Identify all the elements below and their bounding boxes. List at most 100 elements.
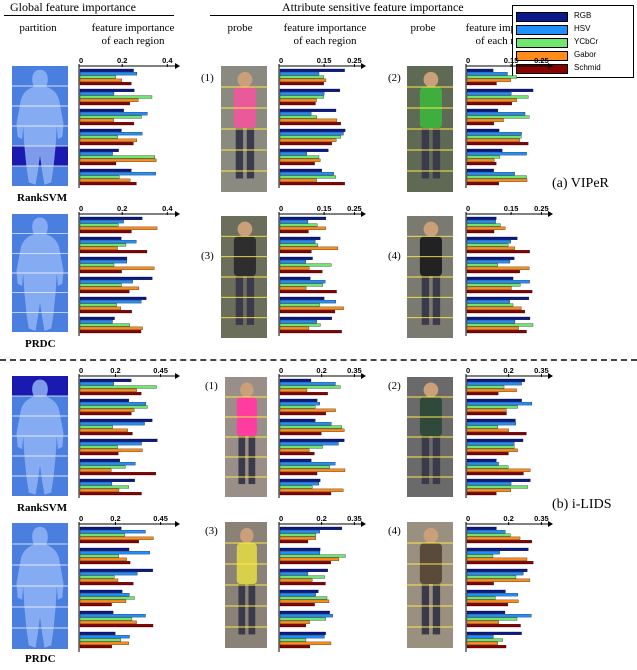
- legend-swatch: [516, 64, 568, 74]
- importance-bar: [79, 412, 132, 416]
- importance-bar: [466, 270, 520, 274]
- importance-bar: [466, 128, 500, 132]
- importance-bar: [466, 320, 516, 324]
- axis-arrow: [175, 211, 180, 217]
- importance-bar: [279, 326, 310, 330]
- importance-bar: [466, 428, 509, 432]
- tick-label: 0: [79, 514, 83, 523]
- importance-bar: [466, 641, 498, 645]
- axis-arrow: [175, 63, 180, 69]
- importance-bar: [79, 551, 150, 555]
- importance-bar: [466, 596, 496, 600]
- importance-bar: [279, 68, 345, 72]
- importance-bar: [466, 256, 515, 260]
- importance-bar: [466, 182, 499, 186]
- importance-bar: [279, 624, 306, 628]
- importance-bar: [466, 290, 533, 294]
- legend-label: Gabor: [574, 50, 597, 59]
- importance-bar: [279, 75, 324, 79]
- importance-bar: [466, 88, 534, 92]
- importance-bar: [279, 530, 320, 534]
- importance-bar: [279, 98, 317, 102]
- tick-label: 0.15: [504, 204, 519, 213]
- importance-bar: [466, 432, 527, 436]
- probe-image-ilids-3: [225, 522, 267, 648]
- importance-bar: [279, 488, 344, 492]
- importance-bar: [279, 95, 324, 99]
- importance-bar: [79, 488, 120, 492]
- importance-bar: [279, 603, 315, 607]
- probe-image-ilids-2: [407, 377, 453, 497]
- importance-bar: [466, 118, 504, 122]
- importance-bar: [279, 536, 316, 540]
- importance-bar: [466, 392, 499, 396]
- importance-bar: [79, 128, 122, 132]
- importance-bar: [79, 118, 115, 122]
- importance-bar: [79, 142, 134, 146]
- importance-bar: [79, 593, 130, 597]
- importance-bar: [279, 158, 321, 162]
- importance-bar: [466, 635, 494, 639]
- person-leg: [238, 436, 246, 485]
- importance-bar: [466, 388, 517, 392]
- importance-bar: [279, 432, 322, 436]
- importance-bar: [466, 216, 497, 220]
- importance-bar: [466, 132, 522, 136]
- importance-bar: [466, 260, 511, 264]
- importance-bar: [466, 551, 500, 555]
- importance-bar: [79, 155, 156, 159]
- importance-bar: [466, 250, 530, 254]
- importance-bar: [466, 472, 524, 476]
- importance-bar: [79, 492, 142, 496]
- importance-bar: [279, 551, 321, 555]
- importance-bar: [279, 610, 330, 614]
- importance-bar: [279, 286, 307, 290]
- importance-bar: [279, 620, 310, 624]
- importance-bar: [279, 240, 316, 244]
- importance-bar: [466, 172, 515, 176]
- person-head: [237, 221, 253, 237]
- tick-label: 0: [279, 366, 283, 375]
- method-label-prdc-ilids: PRDC: [25, 653, 56, 665]
- tick-label: 0.2: [117, 56, 127, 65]
- importance-bar: [279, 132, 344, 136]
- importance-bar: [79, 148, 119, 152]
- importance-bar: [79, 92, 115, 96]
- importance-bar: [79, 82, 132, 86]
- importance-bar: [279, 485, 313, 489]
- importance-bar: [79, 575, 115, 579]
- importance-bar: [466, 178, 528, 182]
- tick-label: 0.2: [316, 514, 326, 523]
- importance-bar: [466, 263, 498, 267]
- importance-bar: [466, 465, 509, 469]
- importance-bar: [79, 432, 133, 436]
- importance-bar: [279, 533, 317, 537]
- importance-bar: [79, 405, 148, 409]
- importance-bar: [79, 599, 127, 603]
- importance-bar: [279, 614, 333, 618]
- importance-bar: [79, 172, 156, 176]
- importance-bar: [79, 250, 148, 254]
- importance-bar: [79, 392, 142, 396]
- importance-bar: [279, 638, 307, 642]
- legend-label: Schmid: [574, 63, 601, 72]
- importance-bar: [79, 98, 139, 102]
- importance-bar: [79, 122, 135, 126]
- importance-bar: [79, 290, 130, 294]
- importance-bar: [466, 468, 531, 472]
- importance-bar: [466, 102, 513, 106]
- importance-bar: [79, 540, 139, 544]
- silhouette-body: [16, 526, 64, 648]
- importance-bar: [466, 526, 497, 530]
- importance-bar: [279, 290, 337, 294]
- probe-number-viper-2: (2): [388, 72, 401, 84]
- importance-bar: [79, 448, 143, 452]
- importance-bar: [279, 216, 327, 220]
- importance-bar: [279, 445, 323, 449]
- importance-bar: [466, 405, 518, 409]
- person-leg: [421, 128, 430, 179]
- importance-bar: [466, 557, 528, 561]
- importance-bar: [466, 575, 517, 579]
- importance-bar: [279, 138, 337, 142]
- importance-bar: [79, 300, 142, 304]
